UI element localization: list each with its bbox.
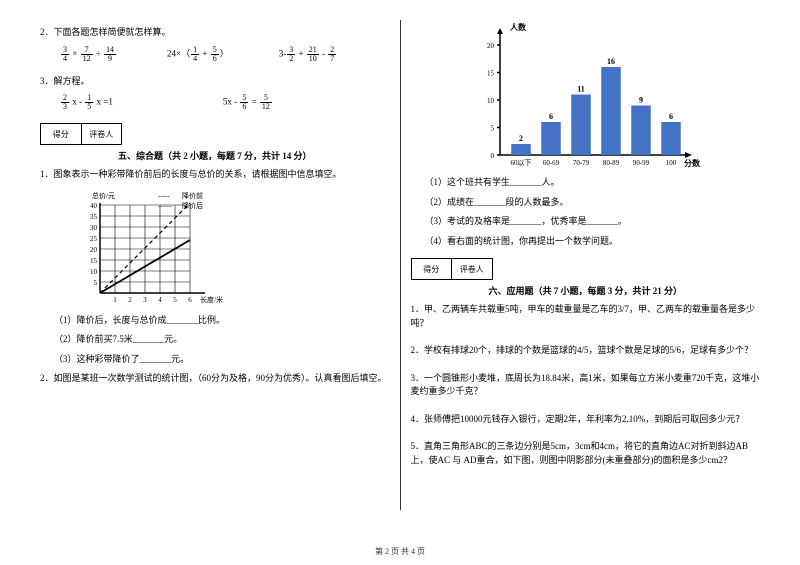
svg-text:1: 1	[113, 296, 117, 304]
svg-text:3: 3	[143, 296, 147, 304]
sub2: （2）降价前买7.5米_______元。	[40, 333, 390, 347]
c4: （4）看右面的统计图，你再提出一个数学问题。	[411, 235, 761, 249]
score-label: 得分	[412, 259, 453, 279]
expr3: 3-32 + 2110 - 27	[279, 46, 338, 63]
svg-text:90-99: 90-99	[633, 159, 650, 167]
svg-text:20: 20	[90, 246, 98, 254]
a5: 5．直角三角形ABC的三条边分别是5cm，3cm和4cm，将它的直角边AC对折到…	[411, 440, 761, 467]
svg-text:10: 10	[90, 268, 98, 276]
grader-label: 评卷人	[82, 124, 122, 144]
p2: 2．如图是某班一次数学测试的统计图，（60分为及格，90分为优秀）。认真看图后填…	[40, 372, 390, 386]
svg-text:20: 20	[487, 42, 495, 50]
score-box-6: 得分 评卷人	[411, 258, 493, 280]
svg-text:人数: 人数	[510, 22, 527, 32]
expr1: 34 × 712 ÷ 149	[60, 46, 117, 63]
svg-text:70-79: 70-79	[573, 159, 590, 167]
svg-text:16: 16	[607, 57, 615, 66]
score-label: 得分	[41, 124, 82, 144]
eq-row: 23 x - 15 x =1 5x - 56 = 512	[60, 94, 390, 111]
svg-text:6: 6	[188, 296, 192, 304]
svg-text:2: 2	[128, 296, 132, 304]
line-chart: ----- 降价前 —— 降价后 总价/元 123456510152025303…	[70, 188, 230, 308]
svg-text:4: 4	[158, 296, 162, 304]
svg-text:总价/元: 总价/元	[92, 191, 115, 200]
svg-text:11: 11	[577, 85, 585, 94]
svg-text:5: 5	[94, 279, 98, 287]
expr2: 24×（14 + 56）	[167, 46, 229, 63]
svg-text:2: 2	[519, 134, 523, 143]
section-6-title: 六、应用题（共 7 小题，每题 3 分，共计 21 分）	[411, 284, 761, 297]
c1: （1）这个班共有学生_______人。	[411, 176, 761, 190]
eq1: 23 x - 15 x =1	[60, 94, 113, 111]
svg-text:6: 6	[669, 112, 673, 121]
svg-text:100: 100	[666, 159, 677, 167]
page: 2．下面各题怎样简便就怎样算。 34 × 712 ÷ 149 24×（14 + …	[0, 0, 800, 520]
a3: 3．一个圆锥形小麦堆，底周长为18.84米，高1米，如果每立方米小麦重720千克…	[411, 372, 761, 399]
p1: 1．图象表示一种彩带降价前后的长度与总价的关系，请根据图中信息填空。	[40, 168, 390, 182]
bar-chart: 人数 0 5 10 15 20 2 60以下 6 60-69 11 70-79 16 80-89 9 90…	[470, 20, 700, 170]
svg-text:35: 35	[90, 213, 98, 221]
q2: 2．下面各题怎样简便就怎样算。	[40, 26, 390, 40]
svg-text:40: 40	[90, 202, 98, 210]
sub3: （3）这种彩带降价了_______元。	[40, 353, 390, 367]
a2: 2．学校有排球20个，排球的个数是篮球的4/5，篮球个数是足球的5/6，足球有多…	[411, 344, 761, 358]
expr-row-1: 34 × 712 ÷ 149 24×（14 + 56） 3-32 + 2110 …	[60, 46, 390, 63]
svg-text:80-89: 80-89	[603, 159, 620, 167]
svg-text:25: 25	[90, 235, 98, 243]
a1: 1．甲、乙两辆车共载重5吨，甲车的载重量是乙车的3/7，甲、乙两车的载重量各是多…	[411, 303, 761, 330]
q3: 3．解方程。	[40, 75, 390, 89]
svg-text:15: 15	[90, 257, 98, 265]
svg-text:5: 5	[173, 296, 177, 304]
score-box-5: 得分 评卷人	[40, 123, 122, 145]
svg-text:0: 0	[491, 152, 495, 160]
svg-text:——: ——	[157, 202, 173, 210]
svg-text:5: 5	[491, 125, 495, 133]
svg-text:15: 15	[487, 70, 495, 78]
svg-text:降价前: 降价前	[182, 191, 203, 200]
c3: （3）考试的及格率是_______，优秀率是_______。	[411, 215, 761, 229]
svg-text:9: 9	[639, 96, 643, 105]
svg-text:30: 30	[90, 224, 98, 232]
left-column: 2．下面各题怎样简便就怎样算。 34 × 712 ÷ 149 24×（14 + …	[30, 20, 401, 510]
section-5-title: 五、综合题（共 2 小题，每题 7 分，共计 14 分）	[40, 149, 390, 162]
svg-text:60-69: 60-69	[543, 159, 560, 167]
sub1: （1）降价后，长度与总价成_______比例。	[40, 314, 390, 328]
svg-text:长度/米: 长度/米	[200, 295, 223, 304]
grader-label: 评卷人	[452, 259, 492, 279]
eq2: 5x - 56 = 512	[223, 94, 273, 111]
svg-text:分数: 分数	[684, 158, 700, 168]
svg-text:10: 10	[487, 97, 495, 105]
a4: 4．张师傅把10000元钱存入银行，定期2年，年利率为2.10%，到期后可取回多…	[411, 413, 761, 427]
right-column: 人数 0 5 10 15 20 2 60以下 6 60-69 11 70-79 16 80-89 9 90…	[401, 20, 771, 510]
svg-text:60以下: 60以下	[511, 159, 532, 167]
c2: （2）成绩在_______段的人数最多。	[411, 196, 761, 210]
svg-text:6: 6	[549, 112, 553, 121]
footer: 第 2 页 共 4 页	[0, 546, 800, 557]
svg-text:-----: -----	[158, 192, 170, 200]
